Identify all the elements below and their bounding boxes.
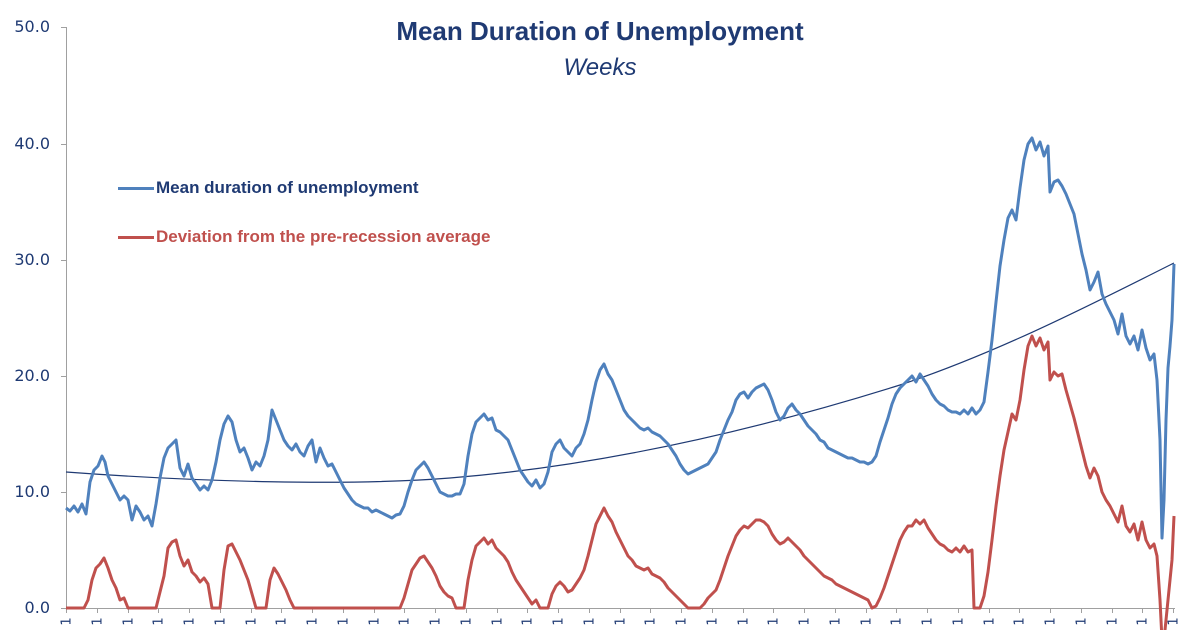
x-tick-label: 1 <box>889 617 904 626</box>
x-tick-label: 1 <box>982 617 997 626</box>
x-tick-label: 1 <box>1012 617 1027 626</box>
x-tick-label: 1 <box>90 617 105 626</box>
x-tick-label: 1 <box>643 617 658 626</box>
x-tick-label: 1 <box>459 617 474 626</box>
x-tick-label: 1 <box>397 617 412 626</box>
legend-item-deviation: Deviation from the pre-recession average <box>118 227 490 247</box>
x-tick-label: 1 <box>736 617 751 626</box>
x-tick-label: 1 <box>367 617 382 626</box>
x-tick-label: 1 <box>520 617 535 626</box>
y-tick-label: 20.0 <box>14 366 50 385</box>
x-tick-label: 1 <box>951 617 966 626</box>
x-axis-ticks <box>66 608 1174 613</box>
x-tick-label: 1 <box>582 617 597 626</box>
y-tick-label: 10.0 <box>14 482 50 501</box>
legend-swatch-red <box>118 235 154 239</box>
x-tick-label: 1 <box>1135 617 1150 626</box>
x-tick-label: 1 <box>428 617 443 626</box>
chart-title: Mean Duration of Unemployment <box>396 16 804 46</box>
y-tick-label: 30.0 <box>14 250 50 269</box>
x-tick-label: 1 <box>1074 617 1089 626</box>
x-tick-label: 1 <box>1166 617 1181 626</box>
x-tick-label: 1 <box>151 617 166 626</box>
x-tick-label: 1 <box>1043 617 1058 626</box>
x-tick-label: 1 <box>551 617 566 626</box>
x-tick-label: 1 <box>121 617 136 626</box>
legend-label: Deviation from the pre-recession average <box>156 227 491 246</box>
legend-swatch-blue <box>118 186 154 190</box>
x-tick-label: 1 <box>490 617 505 626</box>
trendline <box>65 262 1175 483</box>
y-tick-label: 50.0 <box>14 17 50 36</box>
series-deviation-line <box>66 334 1176 630</box>
x-tick-label: 1 <box>305 617 320 626</box>
y-axis-ticks <box>61 27 66 609</box>
x-tick-label: 1 <box>244 617 259 626</box>
y-tick-label: 0.0 <box>24 598 50 617</box>
x-tick-label: 1 <box>336 617 351 626</box>
x-tick-label: 1 <box>59 617 74 626</box>
x-tick-label: 1 <box>182 617 197 626</box>
x-tick-label: 1 <box>274 617 289 626</box>
x-tick-label: 1 <box>766 617 781 626</box>
x-tick-label: 1 <box>674 617 689 626</box>
x-tick-label: 1 <box>797 617 812 626</box>
series-mean-duration-line <box>65 136 1176 540</box>
x-tick-label: 1 <box>613 617 628 626</box>
chart-subtitle: Weeks <box>563 54 637 81</box>
x-tick-label: 1 <box>213 617 228 626</box>
legend-item-mean-duration: Mean duration of unemployment <box>118 178 419 198</box>
x-tick-label: 1 <box>705 617 720 626</box>
legend-label: Mean duration of unemployment <box>156 178 419 197</box>
x-tick-label: 1 <box>920 617 935 626</box>
y-tick-label: 40.0 <box>14 134 50 153</box>
x-tick-label: 1 <box>1105 617 1120 626</box>
x-tick-label: 1 <box>828 617 843 626</box>
x-tick-label: 1 <box>859 617 874 626</box>
